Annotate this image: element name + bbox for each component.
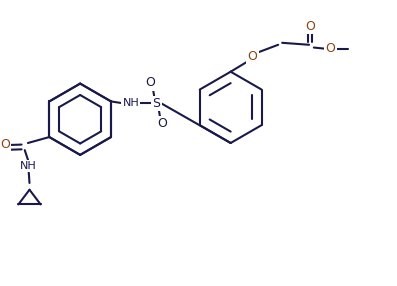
Text: O: O [247,50,257,63]
Text: NH: NH [20,161,37,171]
Text: NH: NH [122,98,139,108]
Text: O: O [158,118,168,130]
Text: O: O [326,42,335,55]
Text: O: O [0,138,10,152]
Text: O: O [305,20,315,33]
Text: S: S [152,97,160,110]
Text: O: O [146,76,156,89]
